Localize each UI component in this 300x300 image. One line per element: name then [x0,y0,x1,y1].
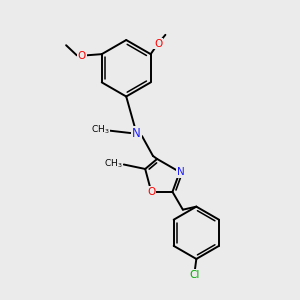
Text: O: O [147,187,155,197]
Text: CH$_3$: CH$_3$ [91,124,109,136]
Text: O: O [154,38,162,49]
Text: N: N [177,167,185,177]
Text: Cl: Cl [190,270,200,280]
Text: O: O [78,51,86,61]
Text: N: N [132,127,141,140]
Text: CH$_3$: CH$_3$ [104,158,123,170]
